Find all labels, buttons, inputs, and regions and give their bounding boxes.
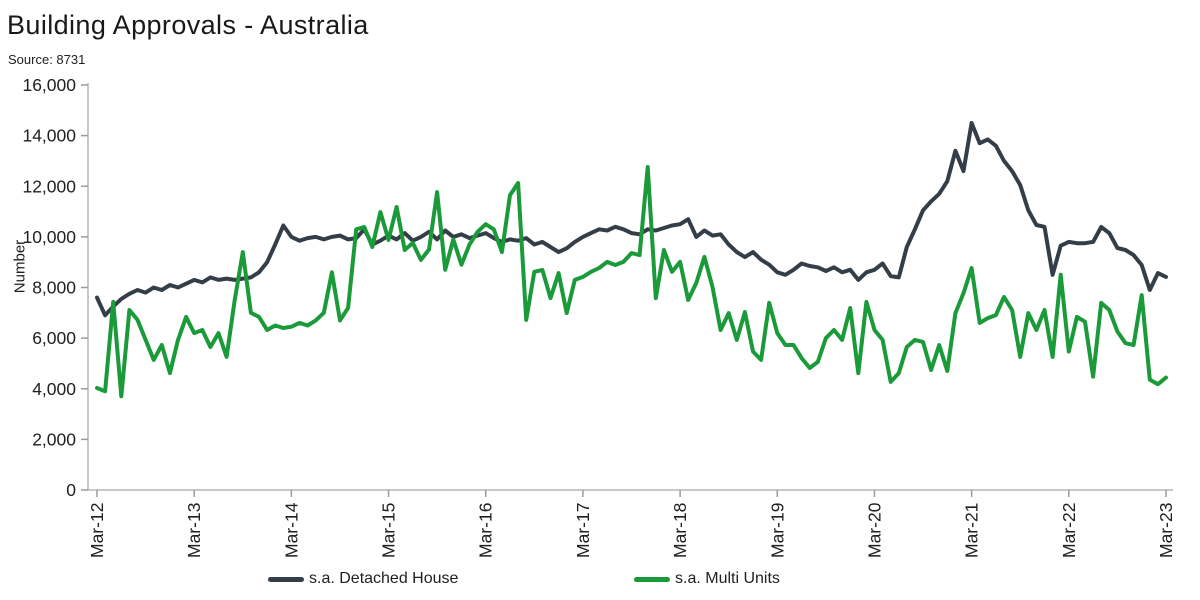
- x-tick-label: Mar-13: [184, 503, 204, 558]
- multi-units-line-swatch: [634, 576, 670, 582]
- y-tick-label: 16,000: [22, 75, 76, 95]
- x-tick-label: Mar-15: [379, 503, 399, 558]
- y-tick-label: 6,000: [32, 328, 76, 348]
- y-tick-label: 0: [66, 480, 76, 500]
- x-tick-label: Mar-17: [573, 503, 593, 558]
- y-tick-label: 14,000: [22, 126, 76, 146]
- chart-title: Building Approvals - Australia: [7, 10, 369, 40]
- y-tick-label: 8,000: [32, 278, 76, 298]
- x-tick-label: Mar-14: [281, 502, 301, 558]
- x-tick-label: Mar-23: [1156, 503, 1176, 558]
- x-tick-label: Mar-18: [670, 503, 690, 558]
- detached-house-line-swatch: [268, 576, 304, 582]
- legend-item-multi-units: s.a. Multi Units: [634, 569, 780, 589]
- legend-label-multi-units: s.a. Multi Units: [675, 570, 780, 587]
- legend-label-detached-house: s.a. Detached House: [309, 570, 459, 587]
- source-note: Source: 8731: [8, 52, 86, 67]
- x-tick-label: Mar-20: [864, 502, 884, 558]
- x-tick-label: Mar-16: [476, 503, 496, 558]
- x-tick-label: Mar-19: [767, 503, 787, 558]
- y-tick-label: 2,000: [32, 429, 76, 449]
- series-line-0: [95, 121, 1168, 318]
- series-line-1: [95, 165, 1168, 399]
- x-tick-label: Mar-22: [1059, 503, 1079, 558]
- x-tick-label: Mar-12: [87, 503, 107, 558]
- y-tick-label: 10,000: [22, 227, 76, 247]
- y-tick-label: 12,000: [22, 176, 76, 196]
- legend-item-detached-house: s.a. Detached House: [268, 569, 458, 589]
- y-tick-label: 4,000: [32, 379, 76, 399]
- x-tick-label: Mar-21: [962, 503, 982, 558]
